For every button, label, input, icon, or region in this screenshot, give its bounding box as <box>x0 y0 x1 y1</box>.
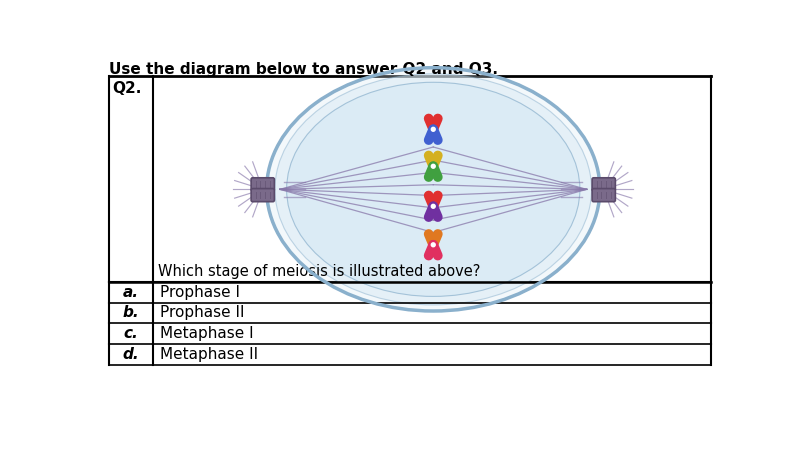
Ellipse shape <box>266 68 600 311</box>
Circle shape <box>431 164 435 168</box>
FancyBboxPatch shape <box>592 178 615 191</box>
Circle shape <box>431 204 435 208</box>
Text: b.: b. <box>122 305 139 320</box>
Text: Prophase I: Prophase I <box>161 285 241 300</box>
Text: a.: a. <box>123 285 139 300</box>
Text: Use the diagram below to answer Q2 and Q3.: Use the diagram below to answer Q2 and Q… <box>110 62 498 77</box>
FancyBboxPatch shape <box>251 178 274 191</box>
Text: Metaphase I: Metaphase I <box>161 326 254 341</box>
Text: c.: c. <box>124 326 138 341</box>
Circle shape <box>431 127 435 131</box>
Ellipse shape <box>286 82 580 296</box>
Ellipse shape <box>275 74 591 305</box>
Circle shape <box>431 243 435 247</box>
Text: Prophase II: Prophase II <box>161 305 245 320</box>
Text: Which stage of meiosis is illustrated above?: Which stage of meiosis is illustrated ab… <box>158 264 481 279</box>
Text: Metaphase II: Metaphase II <box>161 347 258 362</box>
FancyBboxPatch shape <box>251 188 274 202</box>
FancyBboxPatch shape <box>592 188 615 202</box>
Text: d.: d. <box>122 347 139 362</box>
Text: Q2.: Q2. <box>112 81 142 96</box>
